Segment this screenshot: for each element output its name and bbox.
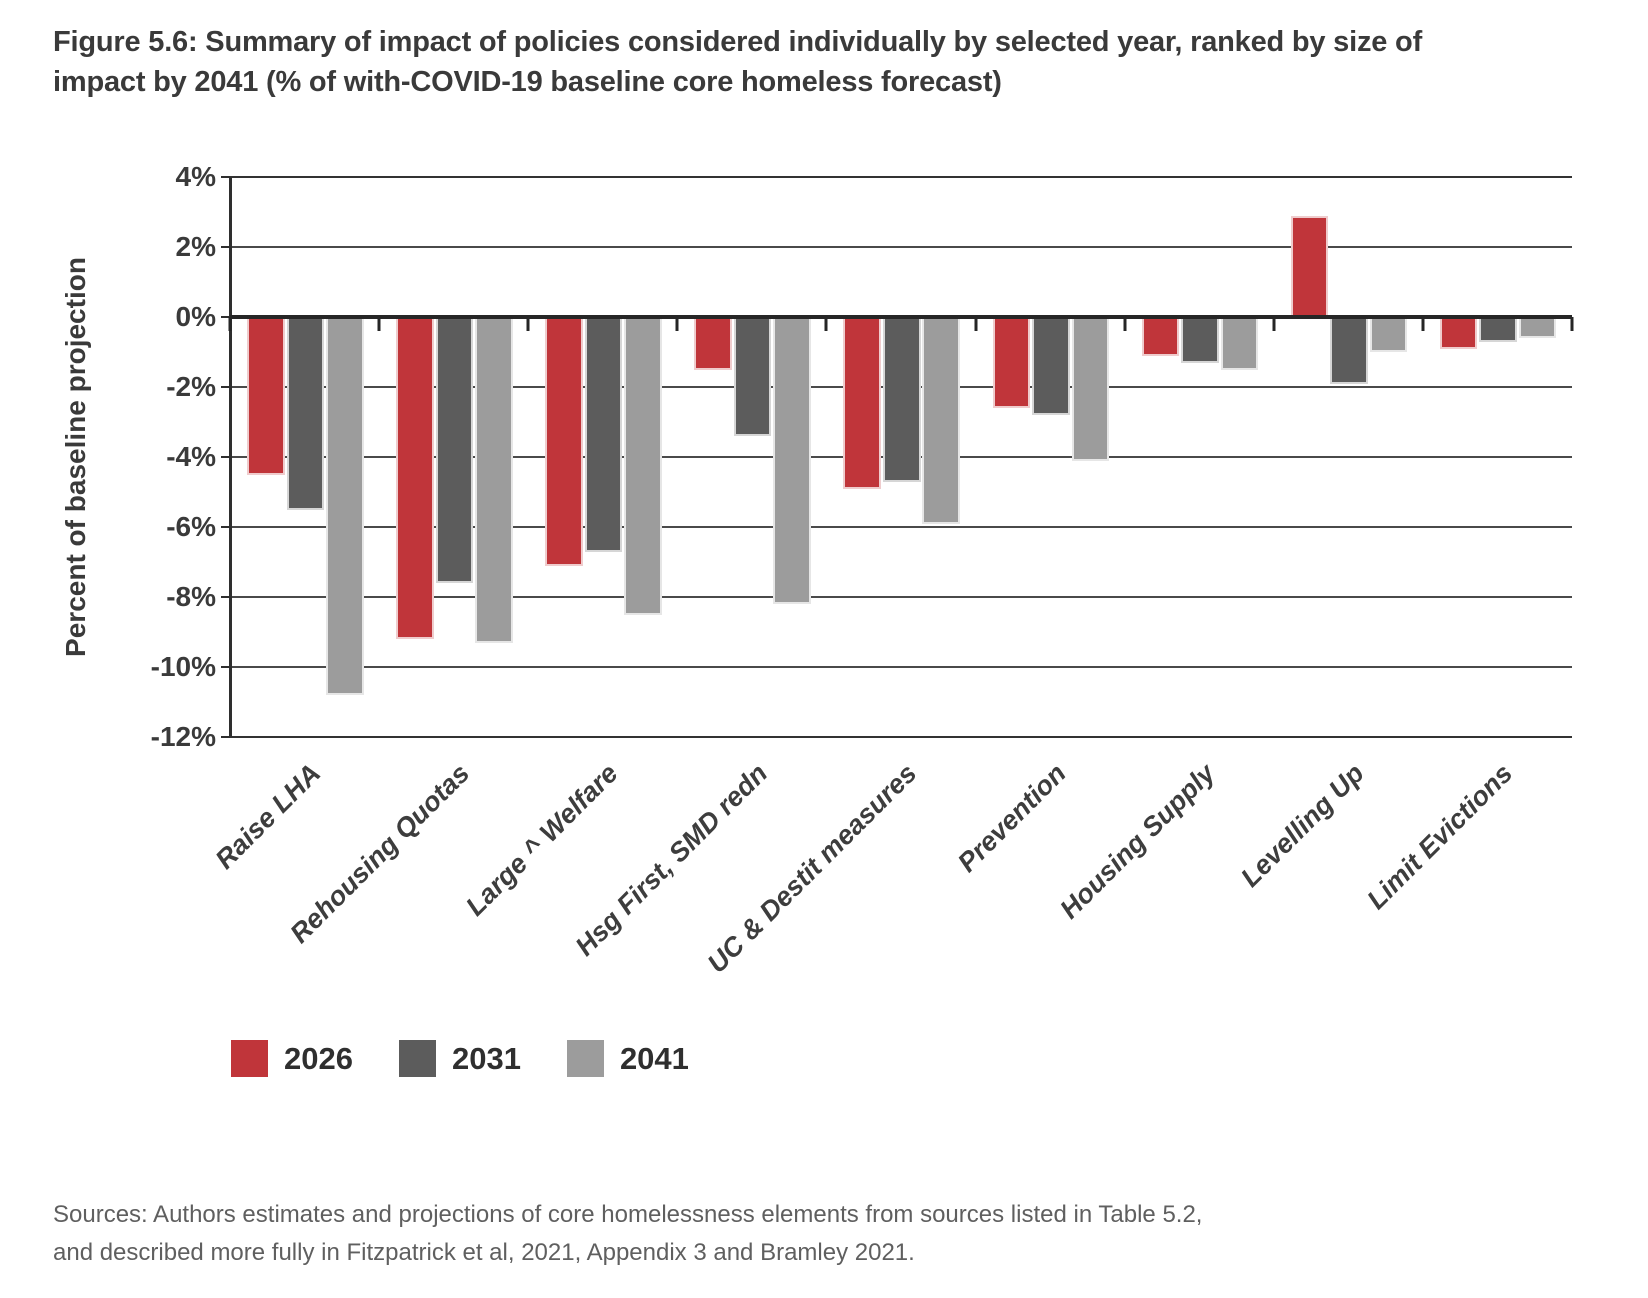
bar-group-limit-evictions <box>1423 177 1572 737</box>
y-tick-label: -6% <box>166 511 216 542</box>
legend: 2026 2031 2041 <box>231 1040 689 1077</box>
bar-group-prevention <box>976 177 1125 737</box>
y-tick-label: 2% <box>175 231 216 262</box>
bar-2041-housing-supply <box>1220 317 1259 370</box>
bar-2031-rehousing-quotas <box>435 317 474 583</box>
x-label-prevention: Prevention <box>951 758 1072 878</box>
bar-2031-levelling-up <box>1330 317 1368 384</box>
category-boundary-tick <box>1123 317 1127 331</box>
y-tick-label: -10% <box>150 651 216 682</box>
bar-2026-housing-supply <box>1141 317 1180 356</box>
bar-group-levelling-up <box>1274 177 1423 737</box>
gridline-4 <box>230 176 1572 178</box>
gridline--10 <box>230 666 1572 668</box>
figure-title: Figure 5.6: Summary of impact of policie… <box>53 26 1423 99</box>
y-axis-tick <box>221 526 230 528</box>
y-axis-title: Percent of baseline projection <box>60 257 91 657</box>
bar-2041-rehousing-quotas <box>475 317 513 643</box>
bar-group-housing-supply <box>1125 177 1274 737</box>
category-boundary-tick <box>974 317 978 331</box>
gridline--12 <box>230 736 1572 738</box>
category-boundary-tick <box>824 317 828 331</box>
x-label-levelling-up: Levelling Up <box>1234 758 1370 893</box>
bar-2041-prevention <box>1071 317 1110 461</box>
legend-label-2031: 2031 <box>451 1040 521 1076</box>
sources-note: Sources: Authors estimates and projectio… <box>53 1196 1513 1273</box>
y-axis-tick <box>221 456 230 458</box>
bar-2031-uc-destit-measures <box>882 317 921 482</box>
legend-label-2041: 2041 <box>619 1040 689 1076</box>
bar-2031-prevention <box>1032 317 1070 415</box>
y-tick-label: -4% <box>166 441 216 472</box>
bar-2041-raise-lha <box>326 317 364 695</box>
legend-label-2026: 2026 <box>284 1040 353 1076</box>
gridline--6 <box>230 526 1572 528</box>
legend-item-2041: 2041 <box>566 1040 689 1077</box>
y-axis-tick <box>221 246 230 248</box>
y-axis-tick-labels: 4% 2% 0% -2% -4% -6% -8% -10% -12% <box>96 161 216 752</box>
category-boundary-tick <box>1272 317 1276 331</box>
bar-2026-levelling-up <box>1290 215 1329 317</box>
gridline--8 <box>230 596 1572 598</box>
x-label-limit-evictions: Limit Evictions <box>1361 758 1519 916</box>
y-tick-label: -8% <box>166 581 216 612</box>
category-boundary-tick <box>526 317 530 331</box>
category-boundary-tick <box>675 317 679 331</box>
y-axis-tick <box>221 386 230 388</box>
sources-line-1: Sources: Authors estimates and projectio… <box>53 1201 1203 1228</box>
bar-2026-rehousing-quotas <box>396 317 434 639</box>
category-boundary-tick <box>1570 317 1574 331</box>
y-tick-label: 0% <box>175 301 216 332</box>
y-tick-label: -12% <box>150 721 216 752</box>
y-axis-tick <box>221 176 230 178</box>
bar-2026-hsg-first-smd-redn <box>694 317 732 370</box>
bar-2041-large-welfare <box>624 317 662 615</box>
x-label-raise-lha: Raise LHA <box>209 758 326 875</box>
y-tick-label: -2% <box>166 371 216 402</box>
x-label-large-welfare: Large ^ Welfare <box>460 758 624 922</box>
gridline-2 <box>230 246 1572 248</box>
bar-2026-raise-lha <box>246 317 285 475</box>
y-axis-tick <box>221 316 230 318</box>
y-axis-tick <box>221 736 230 738</box>
bar-2026-limit-evictions <box>1439 317 1478 349</box>
bar-2026-prevention <box>992 317 1031 408</box>
legend-swatch-2041 <box>566 1040 604 1077</box>
bar-2041-limit-evictions <box>1518 317 1557 338</box>
category-boundary-tick <box>1421 317 1425 331</box>
bar-group-uc-destit-measures <box>826 177 975 737</box>
legend-swatch-2031 <box>398 1040 436 1077</box>
gridline-0 <box>230 315 1572 319</box>
bar-2031-housing-supply <box>1181 317 1219 363</box>
x-label-housing-supply: Housing Supply <box>1053 758 1221 925</box>
bar-group-hsg-first-smd-redn <box>677 177 826 737</box>
bar-2031-limit-evictions <box>1479 317 1517 342</box>
y-axis-line <box>229 177 232 737</box>
bar-2041-uc-destit-measures <box>922 317 961 524</box>
legend-item-2026: 2026 <box>231 1040 353 1077</box>
category-boundary-tick <box>377 317 381 331</box>
bar-group-rehousing-quotas <box>379 177 528 737</box>
bar-2031-raise-lha <box>286 317 325 510</box>
bar-2041-levelling-up <box>1369 317 1408 352</box>
y-tick-label: 4% <box>175 161 216 192</box>
category-boundary-tick <box>228 317 232 331</box>
bar-2026-uc-destit-measures <box>843 317 881 489</box>
bar-2031-hsg-first-smd-redn <box>733 317 772 436</box>
bar-2041-hsg-first-smd-redn <box>773 317 811 604</box>
y-axis-tick <box>221 596 230 598</box>
y-axis-tick <box>221 666 230 668</box>
legend-item-2031: 2031 <box>398 1040 521 1077</box>
x-axis-labels: Raise LHA Rehousing Quotas Large ^ Welfare… <box>209 744 1572 1024</box>
bar-2031-large-welfare <box>584 317 623 552</box>
sources-line-2: and described more fully in Fitzpatrick … <box>53 1239 915 1267</box>
plot-area <box>221 176 1574 738</box>
bar-group-raise-lha <box>230 177 379 737</box>
bar-2026-large-welfare <box>545 317 583 566</box>
legend-swatch-2026 <box>231 1040 268 1077</box>
bar-group-large-welfare <box>528 177 677 737</box>
